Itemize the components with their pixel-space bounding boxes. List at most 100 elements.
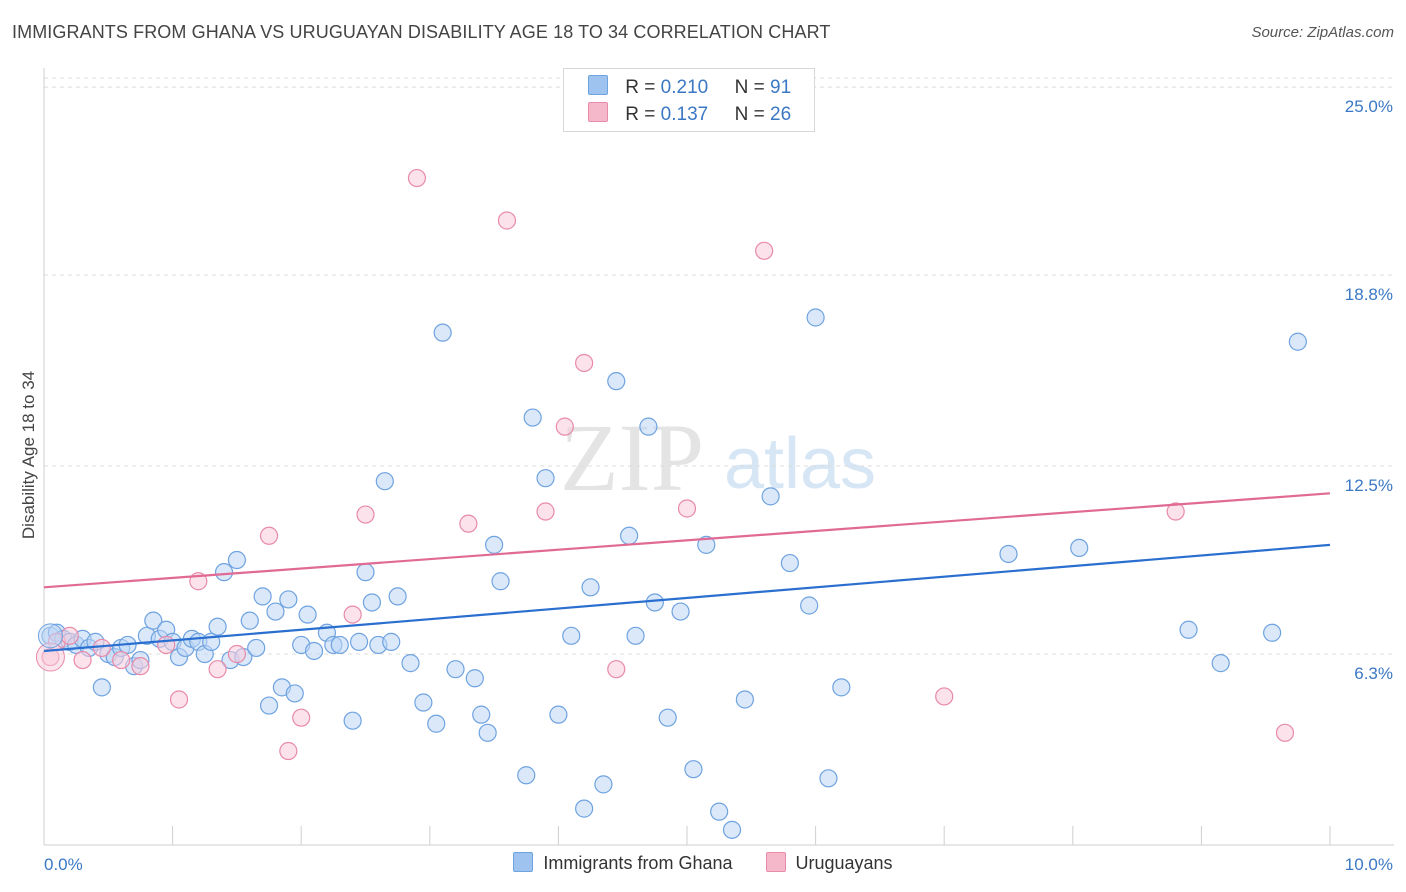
legend-swatch-uruguayans xyxy=(765,852,786,872)
ghana-point xyxy=(999,544,1018,564)
ghana-point xyxy=(37,623,63,649)
legend-r-value: 0.210 xyxy=(660,77,709,98)
y-tick-label: 6.3% xyxy=(1354,664,1393,683)
gridlines xyxy=(44,77,1394,655)
uruguayan-point xyxy=(575,353,594,373)
watermark-zip: ZIP xyxy=(560,404,704,511)
y-tick-label: 12.5% xyxy=(1345,476,1393,495)
ghana-point xyxy=(362,593,382,612)
ghana-point xyxy=(658,708,677,727)
series-legend: Immigrants from Ghana Uruguayans xyxy=(0,852,1406,874)
ghana-point xyxy=(1288,332,1307,351)
ghana-point xyxy=(594,775,613,794)
uruguayan-point xyxy=(407,168,427,188)
uruguayan-point xyxy=(60,626,79,645)
legend-swatch-uruguayans xyxy=(588,102,608,122)
legend-row-uruguayans: R = 0.137 N = 26 xyxy=(588,102,791,126)
chart-title: IMMIGRANTS FROM GHANA VS URUGUAYAN DISAB… xyxy=(12,22,831,42)
uruguayan-point xyxy=(555,417,574,436)
legend-r-value: 0.137 xyxy=(660,104,709,125)
uruguayan-point xyxy=(169,690,189,709)
ghana-point xyxy=(485,535,504,554)
ghana-point xyxy=(761,487,780,506)
ghana-point xyxy=(144,611,163,630)
ghana-trend-line xyxy=(43,543,1331,653)
uruguayan-point xyxy=(536,502,555,521)
ghana-point xyxy=(806,308,825,327)
ghana-point xyxy=(266,602,285,621)
y-tick-label: 18.8% xyxy=(1345,285,1393,304)
uruguayan-point xyxy=(292,708,311,727)
legend-swatch-ghana xyxy=(513,852,534,872)
uruguayan-point xyxy=(755,241,774,260)
ghana-point xyxy=(1179,620,1198,639)
ghana-point xyxy=(247,638,266,658)
ghana-point xyxy=(92,678,111,697)
ghana-point xyxy=(285,684,304,703)
uruguayan-point xyxy=(677,499,697,518)
legend-n-value: 26 xyxy=(770,104,792,125)
legend-n-value: 91 xyxy=(770,77,792,98)
ghana-point xyxy=(388,587,407,606)
ghana-point xyxy=(227,550,246,570)
ghana-point xyxy=(549,705,568,724)
ghana-point xyxy=(697,535,716,554)
y-axis-title: Disability Age 18 to 34 xyxy=(19,371,38,539)
ghana-point xyxy=(620,526,639,545)
legend-n-label: N = xyxy=(734,104,765,125)
legend-item-uruguayans: Uruguayans xyxy=(765,852,893,874)
ghana-point xyxy=(330,635,349,655)
ghana-point xyxy=(645,593,664,612)
ghana-point xyxy=(427,714,446,733)
uruguayan-point xyxy=(356,505,375,524)
uruguayan-point xyxy=(227,644,246,664)
uruguayan-point xyxy=(208,660,227,679)
trend-lines xyxy=(43,492,1331,653)
ghana-point xyxy=(465,669,484,688)
ghana-point xyxy=(240,611,259,630)
ghana-point xyxy=(710,802,729,821)
ghana-point xyxy=(523,408,542,427)
ghana-point xyxy=(626,626,645,645)
uruguayan-point xyxy=(497,211,517,230)
ghana-point xyxy=(671,602,690,621)
uruguayan-point xyxy=(259,526,279,545)
ghana-point xyxy=(639,417,658,436)
ghana-point xyxy=(343,711,362,730)
legend-swatch-ghana xyxy=(588,75,608,95)
uruguayan-point xyxy=(157,635,176,655)
ghana-point xyxy=(382,632,401,651)
ghana-point xyxy=(684,760,703,779)
ghana-point xyxy=(722,820,742,839)
legend-row-ghana: R = 0.210 N = 91 xyxy=(588,75,791,99)
ghana-point xyxy=(259,696,279,715)
legend-r-label: R = xyxy=(625,104,656,125)
ghana-point xyxy=(478,723,497,742)
ghana-point xyxy=(832,678,851,697)
ghana-point xyxy=(349,632,369,651)
legend-r-label: R = xyxy=(625,77,656,98)
ghana-point xyxy=(800,596,819,615)
ghana-point xyxy=(472,705,491,724)
ghana-point xyxy=(1070,538,1089,558)
ghana-point xyxy=(433,323,452,342)
ghana-point xyxy=(1211,654,1230,673)
x-tick-label: 0.0% xyxy=(44,855,83,874)
ghana-point xyxy=(780,553,799,573)
legend-label-ghana: Immigrants from Ghana xyxy=(543,853,733,873)
watermark: ZIP atlas xyxy=(560,404,876,511)
ghana-point xyxy=(401,654,420,673)
ghana-point xyxy=(279,590,298,609)
uruguayan-point xyxy=(131,657,150,676)
ghana-point xyxy=(1263,623,1282,642)
uruguayan-point xyxy=(92,638,111,658)
ghana-point xyxy=(517,766,536,785)
data-points xyxy=(35,168,1307,839)
uruguayan-point xyxy=(112,650,131,670)
ghana-point xyxy=(298,605,317,624)
uruguayan-point xyxy=(73,650,92,670)
uruguayan-point xyxy=(935,687,954,706)
legend-label-uruguayans: Uruguayans xyxy=(795,853,893,873)
legend-item-ghana: Immigrants from Ghana xyxy=(513,852,732,874)
